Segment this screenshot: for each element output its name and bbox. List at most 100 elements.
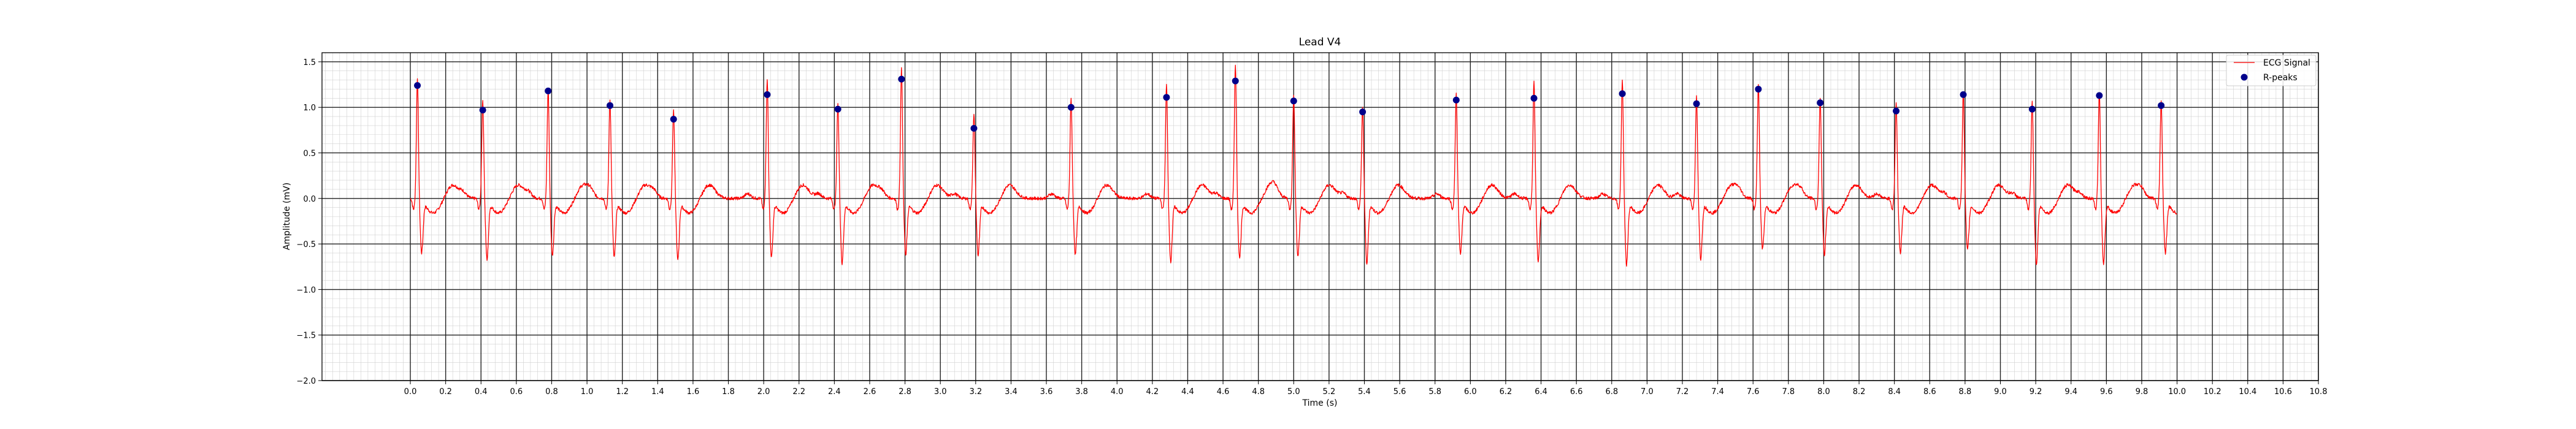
x-tick-label: 0.4 (475, 387, 488, 397)
x-tick-label: 2.6 (864, 387, 876, 397)
x-tick-label: 6.4 (1535, 387, 1547, 397)
x-tick-label: 7.0 (1641, 387, 1654, 397)
x-tick-label: 7.6 (1747, 387, 1760, 397)
r-peak-point (545, 87, 552, 94)
x-tick-label: 1.8 (722, 387, 735, 397)
x-tick-label: 2.2 (792, 387, 805, 397)
legend-rpeak-swatch (2241, 74, 2248, 81)
x-tick-label: 8.8 (1959, 387, 1972, 397)
r-peak-point (898, 75, 905, 83)
x-tick-label: 1.6 (687, 387, 700, 397)
x-tick-label: 2.0 (757, 387, 770, 397)
x-tick-label: 2.8 (899, 387, 911, 397)
r-peak-point (1290, 97, 1297, 105)
x-tick-label: 7.4 (1711, 387, 1724, 397)
x-tick-label: 9.6 (2100, 387, 2113, 397)
x-tick-label: 4.4 (1181, 387, 1194, 397)
x-tick-label: 1.2 (616, 387, 629, 397)
r-peak-point (479, 107, 486, 114)
x-tick-label: 4.6 (1217, 387, 1230, 397)
r-peak-point (1452, 96, 1460, 104)
x-tick-label: 4.8 (1252, 387, 1265, 397)
x-tick-label: 7.2 (1676, 387, 1689, 397)
r-peak-point (1693, 100, 1700, 107)
x-tick-label: 9.8 (2136, 387, 2149, 397)
y-tick-label: 0.0 (303, 195, 316, 204)
x-tick-label: 3.2 (969, 387, 982, 397)
x-tick-label: 0.0 (404, 387, 417, 397)
chart-title: Lead V4 (1299, 36, 1341, 48)
x-tick-label: 10.8 (2310, 387, 2328, 397)
x-tick-label: 3.8 (1075, 387, 1088, 397)
x-tick-label: 8.2 (1853, 387, 1866, 397)
x-tick-label: 10.4 (2239, 387, 2256, 397)
x-axis: 0.0 0.2 0.4 0.6 0.8 1.0 1.2 1.4 1.6 1.8 2.0 2.2 2.4 2… (404, 381, 2328, 397)
x-tick-label: 7.8 (1782, 387, 1795, 397)
x-tick-label: 10.0 (2168, 387, 2186, 397)
y-tick-label: −1.5 (296, 332, 316, 341)
r-peak-point (764, 91, 771, 98)
x-tick-label: 4.2 (1146, 387, 1159, 397)
r-peak-point (1232, 77, 1239, 85)
x-tick-label: 5.6 (1393, 387, 1406, 397)
x-tick-label: 10.2 (2204, 387, 2221, 397)
x-tick-label: 0.8 (545, 387, 558, 397)
x-tick-label: 5.0 (1287, 387, 1300, 397)
r-peak-point (1359, 108, 1367, 116)
r-peak-point (1893, 107, 1900, 115)
r-peak-point (970, 124, 978, 132)
x-tick-label: 2.4 (828, 387, 841, 397)
x-tick-label: 8.0 (1817, 387, 1830, 397)
r-peak-point (1530, 94, 1538, 102)
r-peak-point (1619, 90, 1626, 97)
x-axis-label: Time (s) (1302, 398, 1338, 408)
x-tick-label: 0.6 (510, 387, 523, 397)
y-tick-label: 1.5 (303, 58, 316, 67)
x-tick-label: 5.8 (1428, 387, 1441, 397)
plot-frame (321, 52, 2319, 381)
r-peak-point (1067, 104, 1075, 111)
r-peak-point (1960, 91, 1967, 98)
x-tick-label: 6.6 (1570, 387, 1583, 397)
legend-rpeak-label: R-peaks (2263, 73, 2298, 83)
x-tick-label: 5.2 (1323, 387, 1336, 397)
x-tick-label: 5.4 (1358, 387, 1371, 397)
x-tick-label: 6.8 (1605, 387, 1618, 397)
y-axis-label: Amplitude (mV) (282, 183, 292, 250)
r-peak-point (607, 102, 614, 109)
y-axis: −2.0 −1.5 −1.0 −0.5 0.0 0.5 1.0 1.5 (296, 58, 322, 386)
x-tick-label: 0.2 (439, 387, 452, 397)
x-tick-label: 8.6 (1923, 387, 1936, 397)
y-tick-label: 0.5 (303, 149, 316, 158)
r-peak-point (834, 105, 841, 113)
series-layer (410, 64, 2177, 267)
x-tick-label: 4.0 (1111, 387, 1124, 397)
x-tick-label: 10.6 (2274, 387, 2292, 397)
legend: ECG Signal R-peaks (2226, 55, 2317, 86)
y-tick-label: 1.0 (303, 104, 316, 113)
x-tick-label: 9.4 (2064, 387, 2077, 397)
y-tick-label: −2.0 (296, 377, 316, 386)
x-tick-label: 1.0 (581, 387, 594, 397)
r-peak-point (1163, 94, 1170, 101)
r-peak-point (2096, 92, 2103, 99)
r-peak-point (1755, 85, 1762, 93)
x-tick-label: 6.0 (1464, 387, 1477, 397)
r-peak-point (2028, 105, 2036, 113)
legend-ecg-label: ECG Signal (2263, 58, 2310, 68)
x-tick-label: 9.2 (2030, 387, 2042, 397)
r-peak-point (2158, 102, 2165, 109)
ecg-signal-line (410, 64, 2177, 267)
x-tick-label: 3.4 (1005, 387, 1018, 397)
x-tick-label: 8.4 (1888, 387, 1901, 397)
x-tick-label: 3.6 (1040, 387, 1053, 397)
r-peak-point (1817, 99, 1824, 107)
y-tick-label: −1.0 (296, 286, 316, 295)
x-tick-label: 6.2 (1500, 387, 1512, 397)
x-tick-label: 9.0 (1994, 387, 2007, 397)
r-peak-point (414, 82, 421, 89)
r-peak-point (670, 115, 677, 123)
x-tick-label: 3.0 (934, 387, 947, 397)
